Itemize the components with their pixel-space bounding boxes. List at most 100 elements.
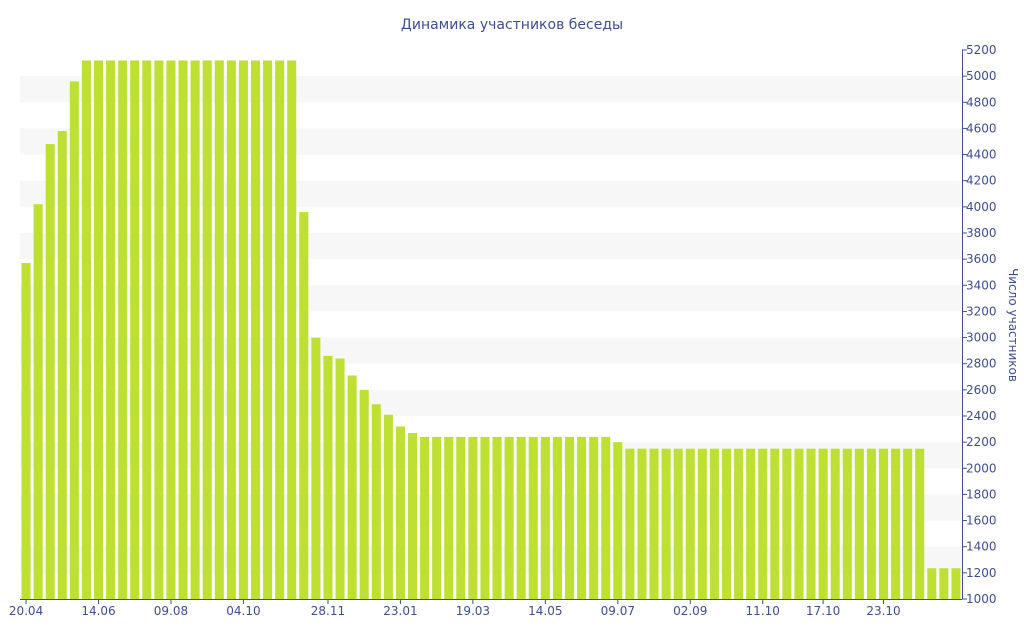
bar xyxy=(81,60,91,599)
bar xyxy=(709,448,719,599)
bar xyxy=(540,436,550,599)
bar xyxy=(21,263,31,599)
grid-band xyxy=(20,285,962,312)
bar xyxy=(528,436,538,599)
bar xyxy=(552,436,562,599)
bar xyxy=(625,448,635,599)
bar xyxy=(770,448,780,599)
y-tick-label: 4600 xyxy=(966,121,997,135)
grid-band xyxy=(20,494,962,521)
grid-band xyxy=(20,337,962,364)
bar xyxy=(878,448,889,599)
bar xyxy=(927,568,937,599)
bar xyxy=(601,436,611,599)
bar xyxy=(806,448,816,599)
bar xyxy=(154,60,164,599)
grid-band xyxy=(20,442,962,469)
bar xyxy=(891,448,901,599)
bar xyxy=(468,436,478,599)
bar xyxy=(226,60,236,599)
bar xyxy=(734,448,744,599)
y-tick-label: 5200 xyxy=(966,43,997,57)
bar xyxy=(118,60,128,599)
bar xyxy=(661,448,671,599)
bar xyxy=(842,448,852,599)
x-tick-label: 28.11 xyxy=(311,604,345,618)
y-tick-label: 2000 xyxy=(966,461,997,475)
bar xyxy=(57,131,67,600)
x-tick-label: 19.03 xyxy=(456,604,490,618)
bar xyxy=(371,404,381,599)
bar xyxy=(613,442,623,599)
x-tick-label: 14.06 xyxy=(81,604,115,618)
grid-band xyxy=(20,76,962,103)
bar xyxy=(444,436,454,599)
x-tick-label: 17.10 xyxy=(806,604,840,618)
x-tick-label: 11.10 xyxy=(746,604,780,618)
bar xyxy=(830,448,840,599)
y-tick-label: 1600 xyxy=(966,514,997,528)
y-tick-label: 3400 xyxy=(966,278,997,292)
x-tick-label: 09.07 xyxy=(601,604,635,618)
bar xyxy=(939,568,949,599)
x-tick-label: 20.04 xyxy=(9,604,43,618)
bar xyxy=(202,60,212,599)
bar xyxy=(903,448,913,599)
bar xyxy=(589,436,599,599)
bar xyxy=(577,436,587,599)
x-tick-label: 14.05 xyxy=(528,604,562,618)
bar xyxy=(263,60,273,599)
bar xyxy=(395,426,405,599)
bar xyxy=(456,436,466,599)
bar xyxy=(130,60,140,599)
bar xyxy=(746,448,756,599)
grid-band xyxy=(20,128,962,155)
bar xyxy=(45,144,55,600)
bar xyxy=(758,448,768,599)
y-axis: 1000 1200 1400 1600 1800 2000 2200 2400 2600 2800… xyxy=(962,43,997,606)
bar xyxy=(383,414,393,599)
y-tick-label: 1200 xyxy=(966,566,997,580)
bar xyxy=(818,448,828,599)
grid-bands xyxy=(20,76,962,573)
y-tick-label: 3600 xyxy=(966,252,997,266)
bar xyxy=(673,448,683,599)
bar xyxy=(420,436,430,599)
bar xyxy=(697,448,707,599)
bar xyxy=(685,448,695,599)
bar xyxy=(166,60,176,599)
bar xyxy=(782,448,792,599)
y-tick-label: 2200 xyxy=(966,435,997,449)
bar xyxy=(564,436,575,599)
bar xyxy=(287,60,297,599)
bar xyxy=(275,60,285,599)
grid-band xyxy=(20,233,962,260)
bar xyxy=(504,436,514,599)
x-tick-label: 04.10 xyxy=(226,604,260,618)
bar xyxy=(794,448,804,599)
y-tick-label: 2400 xyxy=(966,409,997,423)
y-tick-label: 5000 xyxy=(966,69,997,83)
grid-band xyxy=(20,546,962,573)
y-tick-label: 3200 xyxy=(966,304,997,318)
bar xyxy=(637,448,647,599)
bar xyxy=(649,448,659,599)
y-tick-label: 4800 xyxy=(966,95,997,109)
x-tick-label: 09.08 xyxy=(154,604,188,618)
bar xyxy=(866,448,876,599)
bars xyxy=(21,60,961,600)
bar xyxy=(915,448,925,599)
y-tick-label: 1000 xyxy=(966,592,997,606)
x-tick-label: 02.09 xyxy=(673,604,707,618)
bar xyxy=(311,337,321,599)
x-axis: 20.04 14.06 09.08 04.10 28.11 23.01 19.03 14.05… xyxy=(9,599,962,618)
y-tick-label: 4200 xyxy=(966,174,997,188)
y-tick-label: 4000 xyxy=(966,200,997,214)
bar xyxy=(432,436,442,599)
y-tick-label: 2600 xyxy=(966,383,997,397)
bar xyxy=(335,358,345,599)
bar xyxy=(142,60,152,599)
bar xyxy=(69,81,79,600)
